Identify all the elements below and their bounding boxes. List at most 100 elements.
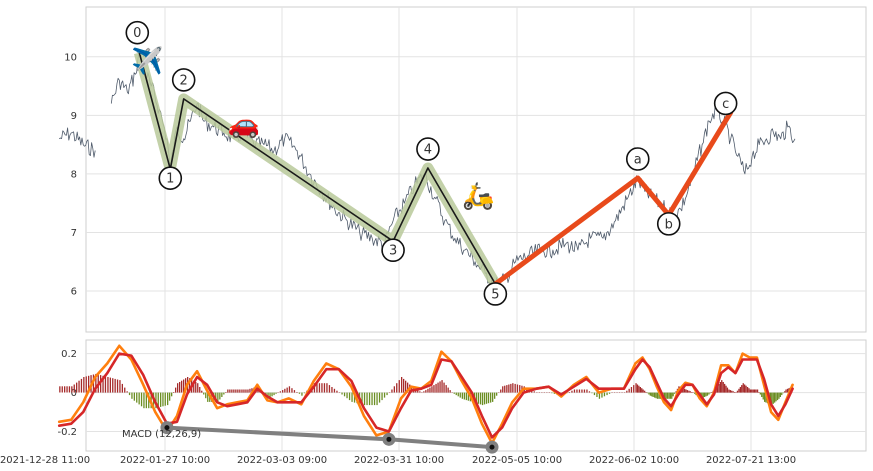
histogram-bar xyxy=(269,392,271,398)
histogram-bar xyxy=(682,388,684,393)
histogram-bar xyxy=(774,392,776,403)
histogram-bar xyxy=(441,380,443,393)
histogram-bar xyxy=(651,392,653,397)
histogram-bar xyxy=(764,392,766,402)
wave-label-circle xyxy=(483,282,508,306)
histogram-bar xyxy=(656,392,659,399)
histogram-bar xyxy=(435,383,437,393)
histogram-bar xyxy=(145,392,147,409)
histogram-bar xyxy=(459,392,461,398)
histogram-bar xyxy=(571,390,573,393)
wave-label-circle xyxy=(158,166,183,191)
emoji-markers: ✈️ 🚗 🛵 xyxy=(131,45,495,212)
histogram-bar xyxy=(109,377,111,393)
histogram-bar xyxy=(284,388,286,393)
price-y-tick-label: 10 xyxy=(64,52,77,63)
price-y-tick-label: 7 xyxy=(71,228,77,239)
histogram-bar xyxy=(164,392,166,406)
histogram-bar xyxy=(371,392,373,406)
histogram-bar xyxy=(121,383,123,393)
histogram-bar xyxy=(688,390,690,393)
divergence-point-center xyxy=(489,444,495,450)
histogram-bar xyxy=(199,387,201,393)
macd-y-axis: -0.2 0 0.2 xyxy=(57,349,77,438)
wave-label-text: c xyxy=(722,97,729,112)
histogram-bar xyxy=(162,392,164,407)
histogram-bar xyxy=(506,385,508,393)
histogram-bar xyxy=(61,386,63,393)
wave-label-c: c xyxy=(713,91,738,116)
x-axis: 2021-12-28 11:00 2022-01-27 10:00 2022-03-… xyxy=(0,455,796,466)
histogram-bar xyxy=(754,389,756,393)
histogram-bar xyxy=(642,389,644,393)
histogram-bar xyxy=(573,389,576,393)
wave-label-circle xyxy=(656,212,681,236)
histogram-bar xyxy=(303,392,306,394)
histogram-bar xyxy=(674,392,676,394)
histogram-bar xyxy=(124,387,126,393)
wave-label-circle xyxy=(625,147,650,171)
histogram-bar xyxy=(502,386,504,393)
histogram-bar xyxy=(638,385,640,393)
histogram-bar xyxy=(128,392,131,396)
histogram-bar xyxy=(705,392,707,397)
histogram-bar xyxy=(171,392,173,397)
histogram-bar xyxy=(447,387,449,393)
histogram-bar xyxy=(738,388,740,393)
histogram-bar xyxy=(709,392,711,394)
histogram-bar xyxy=(203,392,205,395)
histogram-bar xyxy=(652,392,654,397)
histogram-bar xyxy=(88,375,90,393)
wave-label-text: 5 xyxy=(491,287,499,302)
histogram-bar xyxy=(477,392,480,404)
histogram-bar xyxy=(658,392,660,399)
histogram-bar xyxy=(271,392,273,397)
histogram-bar xyxy=(601,392,603,398)
histogram-bar xyxy=(781,392,783,396)
histogram-bar xyxy=(512,383,514,393)
histogram-bar xyxy=(742,383,744,393)
wave-label-a: a xyxy=(625,147,650,171)
wave-label-circle xyxy=(171,68,196,92)
histogram-bar xyxy=(510,383,512,393)
histogram-bar xyxy=(719,382,721,393)
histogram-bar xyxy=(275,392,277,394)
histogram-bar xyxy=(586,389,588,393)
histogram-bar xyxy=(669,392,671,399)
histogram-bar xyxy=(78,380,80,393)
histogram-bar xyxy=(136,392,138,403)
x-tick-label: 2022-05-05 10:00 xyxy=(472,455,562,466)
histogram-bar xyxy=(221,392,223,397)
histogram-bar xyxy=(140,392,143,407)
histogram-bar xyxy=(508,384,510,393)
histogram-bar xyxy=(641,388,643,393)
wave-label-text: 0 xyxy=(133,26,141,41)
histogram-bar xyxy=(205,392,207,399)
histogram-bar xyxy=(181,380,183,393)
wave-label-circle xyxy=(125,20,150,45)
histogram-bar xyxy=(229,389,231,393)
histogram-bar xyxy=(378,392,381,403)
histogram-bar xyxy=(119,380,121,393)
histogram-bar xyxy=(331,387,333,393)
histogram-bar xyxy=(461,392,463,399)
scooter-icon: 🛵 xyxy=(462,181,494,211)
histogram-bar xyxy=(581,389,583,393)
histogram-bar xyxy=(323,383,326,393)
histogram-bar xyxy=(492,392,494,402)
histogram-bar xyxy=(286,387,288,393)
wave-label-4: 4 xyxy=(416,137,440,161)
histogram-bar xyxy=(197,383,199,393)
histogram-bar xyxy=(107,377,109,393)
histogram-bar xyxy=(588,391,591,393)
histogram-bar xyxy=(490,392,492,403)
histogram-bar xyxy=(131,392,133,399)
macd-y-tick-label: 0 xyxy=(71,388,77,399)
histogram-bar xyxy=(749,389,751,393)
wave-label-circle xyxy=(381,238,405,263)
histogram-bar xyxy=(333,388,336,393)
histogram-bar xyxy=(668,392,670,399)
histogram-bar xyxy=(716,385,719,393)
histogram-bar xyxy=(778,392,780,399)
histogram-bar xyxy=(282,390,284,393)
